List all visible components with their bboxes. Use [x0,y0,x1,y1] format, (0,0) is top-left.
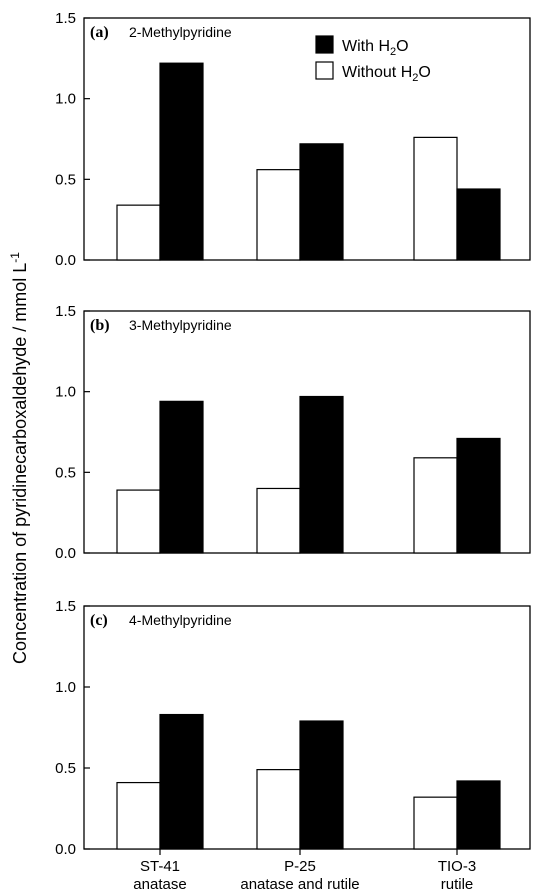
y-tick-label: 1.5 [55,10,76,27]
panel-label: (c) [90,612,108,629]
bar-without-h2o [413,796,458,850]
bar-without-h2o [413,457,458,554]
x-tick-sublabel: rutile [441,876,474,890]
legend-swatch-with [315,35,334,54]
panel-b: 0.0 0.5 1.0 1.5 (b) 3-Methylpyridine [55,303,531,562]
bar-with-h2o [159,400,204,554]
legend: With H2O Without H2O [315,35,431,84]
legend-label-with: With H2O [342,38,409,58]
legend-swatch-without [315,61,334,80]
x-tick-label: P-25 [284,858,316,875]
y-tick-label: 1.5 [55,303,76,320]
panel-title: 4-Methylpyridine [129,612,232,628]
y-tick-label: 0.5 [55,464,76,481]
bar-without-h2o [256,769,301,850]
panel-c: 0.0 0.5 1.0 1.5 (c) 4-Methylpyridine [55,598,531,858]
panel-label: (a) [90,24,109,41]
bar-with-h2o [299,395,344,554]
bar-with-h2o [456,437,501,554]
bar-with-h2o [299,143,344,261]
y-tick-label: 1.0 [55,384,76,401]
x-tick-sublabel: anatase and rutile [240,876,359,890]
bar-without-h2o [413,136,458,261]
bar-with-h2o [456,780,501,850]
y-tick-label: 0.0 [55,545,76,562]
y-tick-label: 1.0 [55,679,76,696]
panel-title: 2-Methylpyridine [129,24,232,40]
bar-with-h2o [456,188,501,261]
bar-with-h2o [299,720,344,850]
bar-with-h2o [159,713,204,850]
bar-without-h2o [116,781,161,850]
bar-without-h2o [116,489,161,554]
y-tick-label: 0.0 [55,841,76,858]
x-tick-label: ST-41 [140,858,180,875]
y-axis-label: Concentration of pyridinecarboxaldehyde … [8,252,30,664]
x-tick-label: TIO-3 [438,858,476,875]
bar-without-h2o [256,487,301,554]
y-tick-label: 0.0 [55,252,76,269]
y-tick-label: 1.0 [55,91,76,108]
panel-label: (b) [90,317,110,334]
y-tick-label: 0.5 [55,760,76,777]
y-tick-label: 1.5 [55,598,76,615]
legend-label-without: Without H2O [342,64,431,84]
bar-without-h2o [256,169,301,261]
bar-with-h2o [159,62,204,261]
panel-title: 3-Methylpyridine [129,317,232,333]
panel-a: 0.0 0.5 1.0 1.5 (a) 2-Methylpyridine [55,10,531,269]
x-tick-sublabel: anatase [133,876,186,890]
y-tick-label: 0.5 [55,171,76,188]
bar-without-h2o [116,204,161,261]
